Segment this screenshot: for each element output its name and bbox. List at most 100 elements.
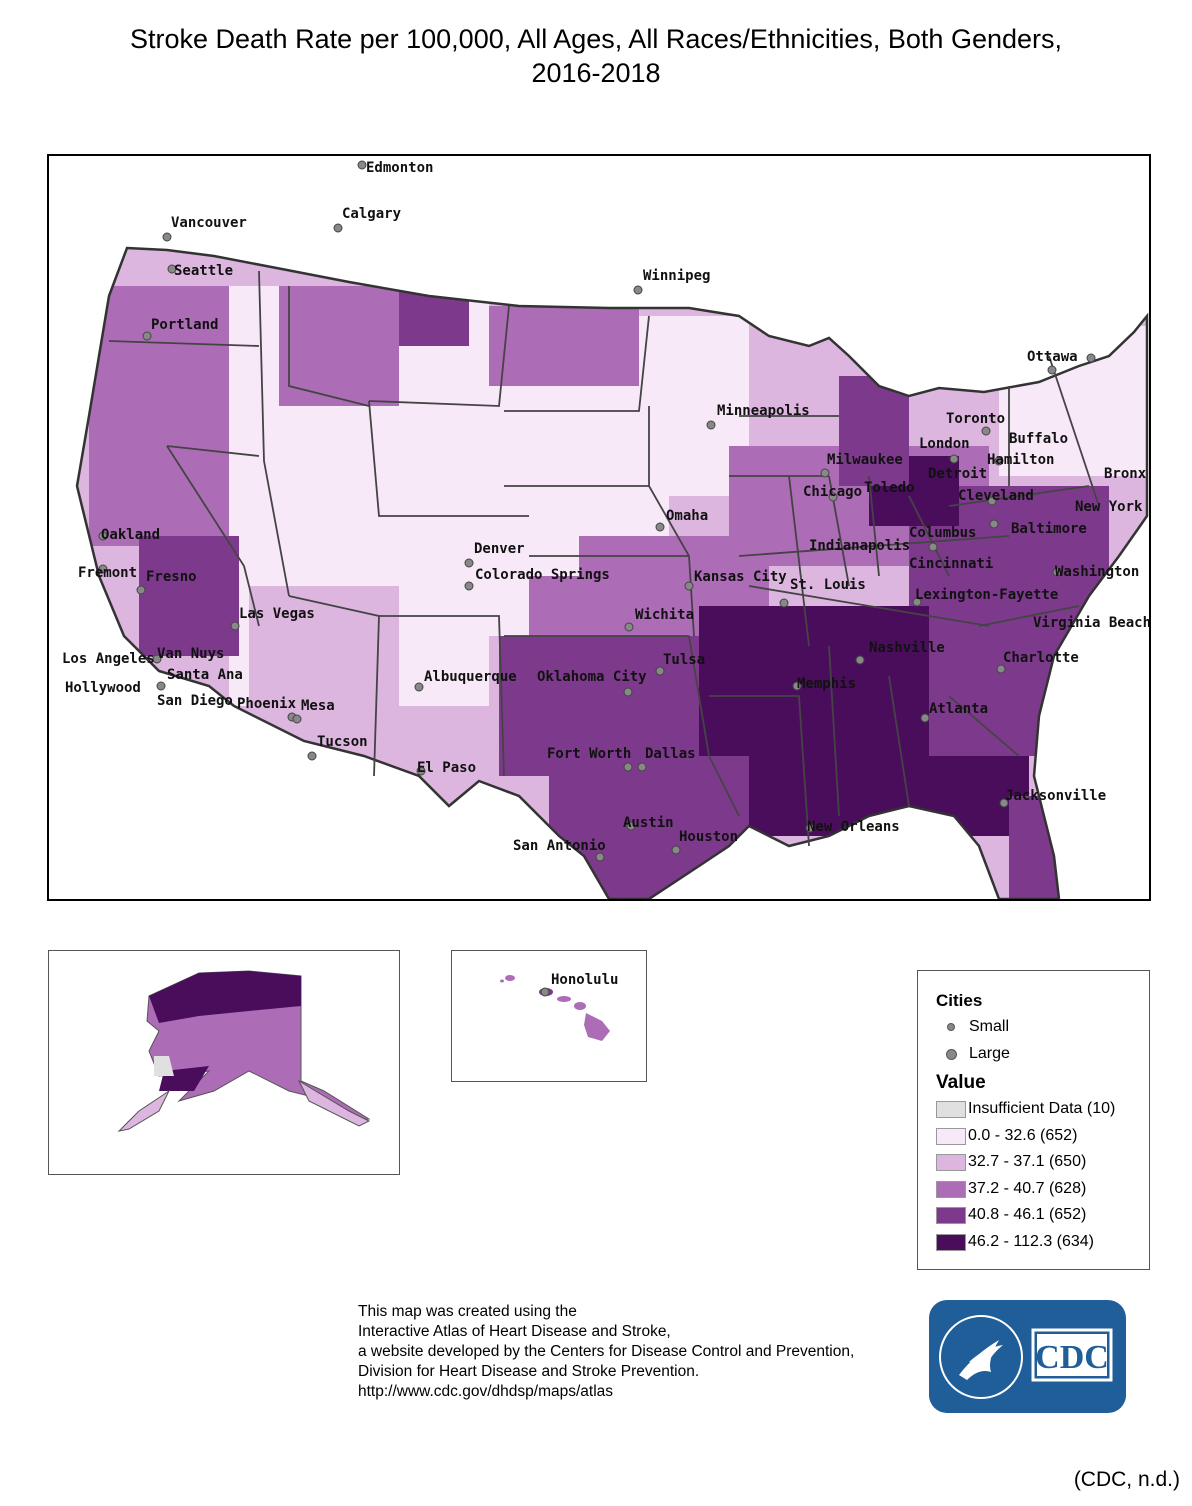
city-label: London <box>919 436 970 452</box>
city-dot <box>98 564 108 574</box>
city-label: Hollywood <box>65 680 141 696</box>
map-legend: Cities Small Large Value Insufficient Da… <box>917 970 1150 1270</box>
city-dot <box>996 664 1006 674</box>
contiguous-us-map[interactable]: Edmonton Calgary Vancouver Seattle Portl… <box>47 154 1151 901</box>
us-choropleth: Edmonton Calgary Vancouver Seattle Portl… <box>62 160 1151 901</box>
credit-line: a website developed by the Centers for D… <box>358 1343 855 1360</box>
city-dot <box>999 798 1009 808</box>
city-label: Phoenix <box>237 696 297 712</box>
legend-class-label: 0.0 - 32.6 (652) <box>968 1127 1078 1144</box>
city-label: Los Angeles <box>62 651 155 667</box>
legend-class-label: 46.2 - 112.3 (634) <box>968 1233 1095 1250</box>
city-label: Chicago <box>803 484 862 500</box>
city-dot <box>805 823 815 833</box>
city-label: Omaha <box>666 508 708 524</box>
legend-row-large: Large <box>936 1044 1010 1064</box>
city-dot <box>928 542 938 552</box>
city-dot <box>1047 365 1057 375</box>
city-dot <box>414 682 424 692</box>
cdc-logo: CDC <box>929 1300 1126 1413</box>
city-dot <box>464 581 474 591</box>
city-label: Memphis <box>797 676 856 692</box>
city-dot <box>949 454 959 464</box>
city-label: Cincinnati <box>909 556 993 572</box>
city-label: Ottawa <box>1027 349 1078 365</box>
city-dot <box>994 456 1004 466</box>
city-dot <box>624 622 634 632</box>
legend-swatch <box>936 1153 966 1171</box>
legend-class-row: 46.2 - 112.3 (634) <box>936 1232 1094 1252</box>
city-label: Austin <box>623 815 674 831</box>
city-dot <box>828 492 838 502</box>
alaska-inset-map[interactable] <box>48 950 400 1175</box>
city-label: Kansas City <box>694 569 787 585</box>
city-label: Minneapolis <box>717 403 810 419</box>
city-label: New Orleans <box>807 819 900 835</box>
city-label: Indianapolis <box>809 538 910 554</box>
city-label: Van Nuys <box>157 646 224 662</box>
city-dot <box>416 766 426 776</box>
legend-class-label: 40.8 - 46.1 (652) <box>968 1206 1087 1223</box>
small-city-icon <box>947 1023 955 1031</box>
legend-small-label: Small <box>969 1018 1010 1035</box>
city-dot <box>633 285 643 295</box>
large-city-icon <box>945 1048 957 1060</box>
city-dot <box>623 762 633 772</box>
city-label: Lexington-Fayette <box>915 587 1058 603</box>
city-dot <box>98 531 108 541</box>
city-dot <box>989 519 999 529</box>
city-dot <box>540 987 550 997</box>
city-dot <box>156 681 166 691</box>
title-line-2: 2016-2018 <box>531 58 661 88</box>
city-label: Edmonton <box>366 160 433 176</box>
city-dot <box>981 426 991 436</box>
city-label: Fort Worth <box>547 746 631 762</box>
city-label: San Diego <box>157 693 233 709</box>
city-dot <box>623 687 633 697</box>
city-dot <box>792 681 802 691</box>
city-label: Detroit <box>928 466 987 482</box>
city-dot <box>820 468 830 478</box>
city-label: Washington <box>1055 564 1139 580</box>
city-label: Nashville <box>869 640 945 656</box>
city-label: Hamilton <box>987 452 1054 468</box>
city-dot <box>626 821 636 831</box>
city-dot <box>136 585 146 595</box>
city-label: Charlotte <box>1003 650 1079 666</box>
credit-url[interactable]: http://www.cdc.gov/dhdsp/maps/atlas <box>358 1383 614 1400</box>
legend-class-row: 37.2 - 40.7 (628) <box>936 1179 1086 1199</box>
city-label: Milwaukee <box>827 452 903 468</box>
city-label: Denver <box>474 541 525 557</box>
hawaii-shape: Honolulu <box>500 972 618 1041</box>
legend-class-row: 0.0 - 32.6 (652) <box>936 1126 1077 1146</box>
hawaii-inset-map[interactable]: Honolulu <box>451 950 647 1082</box>
city-labels: Edmonton Calgary Vancouver Seattle Portl… <box>62 160 1151 854</box>
city-label: Las Vegas <box>239 606 315 622</box>
city-label: Calgary <box>342 206 402 222</box>
city-label: Houston <box>679 829 738 845</box>
city-dot <box>162 232 172 242</box>
city-dot <box>595 852 605 862</box>
legend-class-row: 40.8 - 46.1 (652) <box>936 1205 1086 1225</box>
city-label: Colorado Springs <box>475 567 610 583</box>
alaska-shape <box>117 970 371 1132</box>
city-label: Columbus <box>909 525 976 541</box>
city-label: St. Louis <box>790 577 866 593</box>
city-label: Fremont <box>78 565 137 581</box>
city-label: Baltimore <box>1011 521 1087 537</box>
city-label: Wichita <box>635 607 694 623</box>
hhs-eagle-icon: CDC <box>939 1315 1113 1399</box>
legend-class-label: Insufficient Data (10) <box>968 1100 1116 1117</box>
city-dot <box>684 581 694 591</box>
city-label: Buffalo <box>1009 431 1068 447</box>
cdc-logo-text: CDC <box>1035 1339 1109 1376</box>
city-dot <box>655 522 665 532</box>
source-credit: This map was created using the Interacti… <box>358 1302 854 1402</box>
credit-line: Division for Heart Disease and Stroke Pr… <box>358 1363 700 1380</box>
city-label: Mesa <box>301 698 335 714</box>
city-label: New York <box>1075 499 1143 515</box>
city-label: Virginia Beach <box>1033 615 1149 631</box>
legend-class-row: 32.7 - 37.1 (650) <box>936 1152 1086 1172</box>
legend-class-label: 37.2 - 40.7 (628) <box>968 1180 1087 1197</box>
city-dot <box>912 597 922 607</box>
